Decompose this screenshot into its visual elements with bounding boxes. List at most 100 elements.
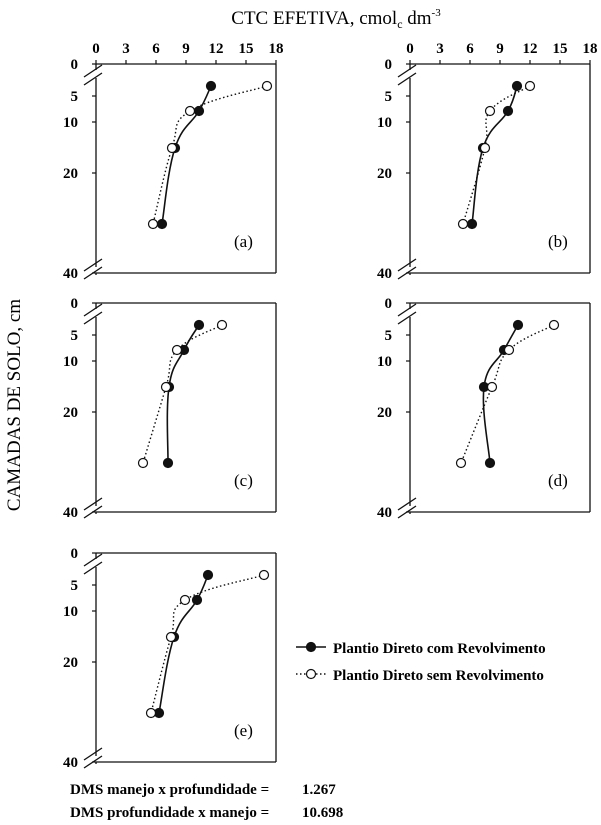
y-tick-label: 0	[385, 57, 393, 73]
legend-item-com: Plantio Direto com Revolvimento	[296, 641, 546, 657]
data-point-open	[166, 142, 178, 154]
y-tick-label: 5	[385, 328, 393, 344]
series-line-com	[166, 324, 200, 464]
data-point-open	[524, 80, 536, 92]
y-tick-label: 40	[377, 505, 392, 521]
axis-break-bottom-1	[397, 258, 417, 272]
footnote-dms-1-value: 1.267	[302, 782, 336, 798]
x-tick-label: 18	[269, 41, 284, 57]
panel-d: 0 5 10 20 40 (d)	[377, 296, 591, 521]
x-tick-label: 6	[152, 41, 160, 57]
data-point-open	[137, 457, 149, 469]
y-tick-label: 5	[71, 578, 79, 594]
data-point-filled	[502, 105, 514, 117]
y-tick-label: 0	[71, 546, 79, 562]
axis-break-top-2	[83, 561, 103, 575]
axis-break-top-1	[397, 64, 417, 78]
x-tick-label: 15	[239, 41, 254, 57]
footnotes: DMS manejo x profundidade = 1.267 DMS pr…	[70, 782, 343, 821]
y-tick-label: 40	[377, 266, 392, 282]
data-point-open	[548, 319, 560, 331]
data-point-open	[455, 457, 467, 469]
data-point-open	[258, 569, 270, 581]
y-tick-label: 5	[385, 89, 393, 105]
series-line-sem	[150, 574, 265, 714]
data-point-open	[479, 142, 491, 154]
panel-b: 0 3 6 9 12 15 18 0 5 10 20 40 (b)	[377, 41, 598, 282]
y-tick-label: 20	[377, 405, 392, 421]
y-tick-label: 10	[63, 604, 78, 620]
series-line-com	[471, 85, 518, 225]
data-point-open	[184, 105, 196, 117]
data-point-filled	[484, 457, 496, 469]
series-line-com	[158, 574, 209, 714]
data-point-filled	[512, 319, 524, 331]
y-tick-label: 10	[63, 115, 78, 131]
axis-break-top-1	[83, 64, 103, 78]
data-point-open	[145, 707, 157, 719]
x-tick-label: 9	[496, 41, 504, 57]
legend-label-sem: Plantio Direto sem Revolvimento	[333, 668, 544, 684]
y-tick-label: 20	[377, 166, 392, 182]
series-line-com	[161, 85, 212, 225]
axis-break-bottom-1	[83, 497, 103, 511]
y-tick-label: 0	[71, 57, 79, 73]
legend-item-sem: Plantio Direto sem Revolvimento	[296, 668, 544, 684]
panel-label: (d)	[548, 471, 568, 490]
y-tick-label: 40	[63, 505, 78, 521]
y-tick-label: 10	[63, 354, 78, 370]
y-tick-label: 10	[377, 354, 392, 370]
chart-panels: 0 3 6 9 12 15 18 0 5 10 20 40 (a) 0 3 6 9 12 15 18 0 5 10 20 40 (…	[63, 41, 598, 771]
data-point-open	[160, 381, 172, 393]
y-tick-label: 40	[63, 755, 78, 771]
axis-break-top-1	[83, 553, 103, 567]
footnote-dms-2-value: 10.698	[302, 805, 343, 821]
data-point-open	[171, 344, 183, 356]
data-point-open	[179, 594, 191, 606]
axis-break-top-1	[83, 303, 103, 317]
series-line-com	[482, 324, 519, 464]
panel-a: 0 3 6 9 12 15 18 0 5 10 20 40 (a)	[63, 41, 284, 282]
axis-break-bottom-1	[83, 258, 103, 272]
legend-marker-filled	[305, 641, 317, 653]
data-point-open	[147, 218, 159, 230]
data-point-filled	[466, 218, 478, 230]
panel-label: (a)	[234, 232, 253, 251]
axis-break-top-2	[83, 72, 103, 86]
data-point-filled	[511, 80, 523, 92]
panel-c: 0 5 10 20 40 (c)	[63, 296, 277, 521]
panel-label: (c)	[234, 471, 253, 490]
data-point-filled	[193, 319, 205, 331]
y-tick-label: 40	[63, 266, 78, 282]
x-tick-label: 0	[92, 41, 100, 57]
series-line-sem	[462, 85, 531, 225]
data-point-open	[457, 218, 469, 230]
axis-break-top-2	[397, 72, 417, 86]
x-tick-label: 12	[523, 41, 538, 57]
footnote-dms-1: DMS manejo x profundidade = 1.267	[70, 782, 336, 798]
data-point-open	[484, 105, 496, 117]
panel-label: (e)	[234, 721, 253, 740]
data-point-open	[165, 631, 177, 643]
x-tick-label: 12	[209, 41, 224, 57]
axis-break-bottom-1	[83, 747, 103, 761]
data-point-filled	[205, 80, 217, 92]
panel-label: (b)	[548, 232, 568, 251]
x-tick-label: 6	[466, 41, 474, 57]
axis-break-bottom-1	[397, 497, 417, 511]
data-point-open	[261, 80, 273, 92]
y-tick-label: 20	[63, 166, 78, 182]
data-point-open	[216, 319, 228, 331]
x-tick-label: 15	[553, 41, 568, 57]
x-tick-label: 3	[436, 41, 444, 57]
data-point-filled	[193, 105, 205, 117]
footnote-dms-2-label: DMS profundidade x manejo =	[70, 805, 269, 821]
data-point-filled	[202, 569, 214, 581]
axis-break-top-2	[83, 311, 103, 325]
data-point-filled	[156, 218, 168, 230]
axis-break-top-1	[397, 303, 417, 317]
legend: Plantio Direto com Revolvimento Plantio …	[296, 641, 546, 684]
data-point-open	[486, 381, 498, 393]
series-line-sem	[142, 324, 223, 464]
